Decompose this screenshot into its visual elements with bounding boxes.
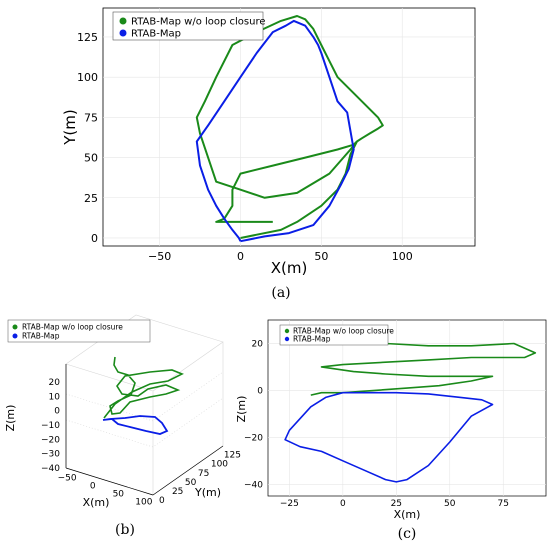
panel-b-axes: [65, 364, 224, 496]
caption-b: (b): [115, 522, 135, 538]
y-tick-label: 0: [257, 386, 263, 396]
y-tick-label: 0: [91, 232, 98, 245]
panel-a-legend-box: [112, 11, 264, 41]
x-tick-label: 25: [391, 499, 402, 509]
x-tick-label: 50: [314, 250, 328, 263]
x-tick-label: 0: [237, 250, 244, 263]
panel-a-plot-frame: [102, 7, 476, 247]
panel-c-legend-box: [279, 324, 389, 346]
y-tick-label: 20: [252, 339, 264, 349]
panel-c-legend: RTAB-Map w/o loop closure RTAB-Map: [279, 324, 394, 346]
z-tick-label: 10: [49, 392, 61, 402]
panel-c-legend-marker-green: [284, 328, 290, 334]
panel-a-series: [195, 15, 384, 243]
y-tick-label: 50: [185, 478, 197, 488]
panel-b-legend-label-1: RTAB-Map w/o loop closure: [22, 323, 123, 332]
z-tick-label: −40: [41, 464, 60, 474]
panel-a-legend: RTAB-Map w/o loop closure RTAB-Map: [112, 11, 266, 41]
x-tick-label: 100: [135, 497, 152, 507]
series-line-rtab-map: [195, 19, 355, 243]
y-tick-label: 25: [172, 487, 183, 497]
y-tick-label: 125: [224, 451, 241, 461]
y-tick-label: 75: [198, 469, 209, 479]
series-line-wo-loop-closure: [195, 15, 384, 239]
y-tick-label: −40: [244, 480, 263, 490]
x-tick-label: 100: [392, 250, 413, 263]
panel-a-y-axis-label: Y(m): [61, 109, 79, 145]
panel-b-legend-marker-green: [12, 324, 18, 330]
x-tick-label: −50: [148, 250, 171, 263]
panel-a-legend-marker-blue: [119, 29, 127, 37]
z-tick-label: −20: [41, 435, 60, 445]
series-line-rtab-map: [284, 391, 494, 483]
panel-c-series: [284, 330, 537, 483]
panel-a-legend-label-1: RTAB-Map w/o loop closure: [131, 17, 266, 28]
panel-b-legend-label-2: RTAB-Map: [22, 332, 60, 341]
y-tick-label: 75: [84, 111, 98, 124]
y-tick-label: −20: [244, 433, 263, 443]
panel-b-x-axis-label: X(m): [83, 496, 110, 509]
panel-c-plot-frame: [267, 319, 547, 497]
panel-c-legend-label-1: RTAB-Map w/o loop closure: [293, 327, 394, 336]
x-tick-label: 50: [113, 489, 125, 499]
panel-b-series-blue: [102, 415, 169, 435]
series-line-wo-loop-closure: [310, 330, 537, 396]
panel-c-legend-marker-blue: [284, 336, 290, 342]
panel-c-y-axis-label: Z(m): [235, 396, 248, 423]
caption-a: (a): [271, 285, 290, 301]
x-tick-label: −50: [58, 474, 77, 484]
x-tick-label: 75: [498, 499, 509, 509]
y-tick-label: 50: [84, 152, 98, 165]
x-tick-label: −25: [280, 499, 299, 509]
z-tick-label: 0: [54, 407, 60, 417]
y-tick-label: 100: [211, 460, 228, 470]
caption-c: (c): [398, 526, 417, 542]
x-tick-label: 0: [340, 499, 346, 509]
panel-a-grid: [103, 8, 475, 246]
z-tick-label: 20: [49, 378, 61, 388]
x-tick-label: 50: [444, 499, 456, 509]
z-tick-label: −30: [41, 450, 60, 460]
panel-a-legend-label-2: RTAB-Map: [131, 29, 181, 40]
panel-c-ticks: −25 0 25 50 75 −40 −20 0 20: [244, 339, 509, 509]
panel-b-z-axis-label: Z(m): [4, 405, 17, 432]
panel-a-ticks: −50 0 50 100 0 25 50 75 100 125: [77, 31, 413, 263]
panel-b-series-green: [103, 356, 184, 419]
z-tick-label: −10: [41, 421, 60, 431]
panel-c-x-axis-label: X(m): [394, 508, 421, 521]
y-tick-label: 0: [159, 496, 165, 506]
panel-a-legend-marker-green: [119, 17, 127, 25]
panel-c-legend-label-2: RTAB-Map: [293, 335, 331, 344]
x-tick-label: 0: [90, 482, 96, 492]
panel-b-y-axis-label: Y(m): [194, 486, 221, 499]
panel-a-x-axis-label: X(m): [271, 259, 308, 277]
panel-c: −25 0 25 50 75 −40 −20 0 20 X(m) Z(m) RTAB-Map w…: [235, 319, 547, 542]
panel-b-legend-marker-blue: [12, 333, 18, 339]
panel-a: −50 0 50 100 0 25 50 75 100 125 X(m) Y(m) RTAB-Ma…: [61, 7, 476, 301]
y-tick-label: 125: [77, 31, 98, 44]
panel-b-legend-box: [7, 319, 151, 343]
y-tick-label: 25: [84, 192, 98, 205]
y-tick-label: 100: [77, 71, 98, 84]
panel-b-legend: RTAB-Map w/o loop closure RTAB-Map: [7, 319, 151, 343]
